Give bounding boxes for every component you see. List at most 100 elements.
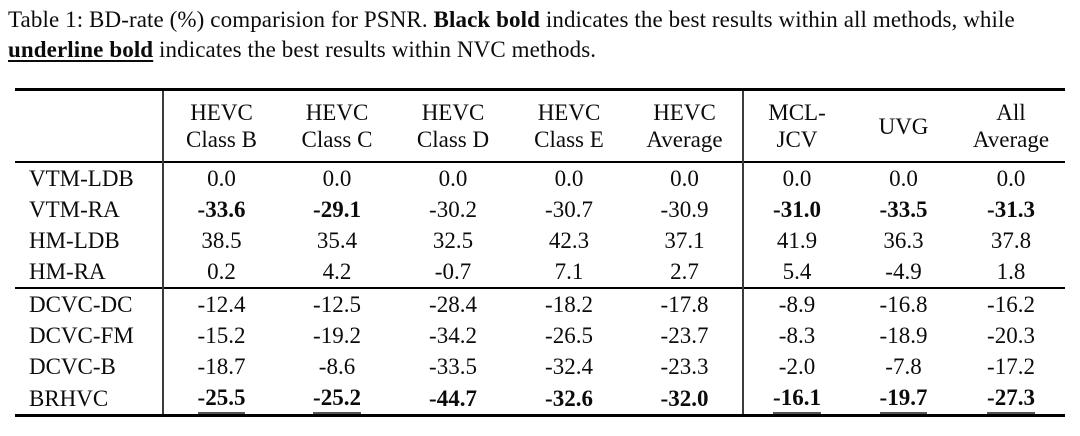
row-label-header: [15, 90, 163, 163]
table-cell: 35.4: [279, 225, 395, 256]
column-header-line: MCL-: [768, 100, 826, 125]
table-cell: -33.5: [395, 351, 511, 382]
table-cell: -31.3: [957, 194, 1065, 225]
cell-value: 41.9: [776, 228, 818, 253]
table-header: HEVC Class B HEVC Class C HEVC Class D H…: [15, 89, 1065, 163]
table-cell: -30.9: [627, 194, 743, 225]
cell-value: -30.9: [660, 197, 709, 222]
cell-value: -27.3: [987, 385, 1035, 414]
cell-value: -33.5: [429, 354, 477, 379]
cell-value: -20.3: [987, 323, 1035, 348]
table-row: HM-LDB 38.5 35.4 32.5 42.3 37.1 41.9 36.3 37.8: [15, 225, 1065, 256]
table-row: VTM-RA -33.6 -29.1 -30.2 -30.7 -30.9 -31.0 -33.…: [15, 194, 1065, 225]
cell-value: -25.2: [313, 385, 361, 414]
table-cell: 37.1: [627, 225, 743, 256]
column-header-line: Class C: [301, 127, 373, 152]
cell-value: -32.4: [545, 354, 593, 379]
cell-value: -23.7: [660, 323, 709, 348]
table-cell: 0.0: [511, 162, 627, 194]
table-cell: -12.4: [162, 287, 279, 320]
table-cell: -30.2: [395, 194, 511, 225]
table-cell: 0.0: [627, 162, 743, 194]
cell-value: 36.3: [883, 228, 924, 253]
table-cell: -25.2: [279, 382, 395, 416]
column-header-line: Class B: [186, 127, 257, 152]
table-cell: -19.7: [850, 382, 957, 416]
cell-value: 5.4: [782, 259, 812, 284]
column-header-line: All: [996, 100, 1026, 125]
table-cell: -18.9: [850, 320, 957, 351]
cell-value: -16.2: [987, 292, 1035, 317]
table-cell: -26.5: [511, 320, 627, 351]
cell-value: -30.2: [429, 197, 477, 222]
row-label: VTM-RA: [29, 197, 120, 222]
column-header-hevc-average: HEVC Average: [627, 90, 743, 163]
table-cell: 0.0: [742, 162, 850, 194]
table-row: DCVC-FM -15.2 -19.2 -34.2 -26.5 -23.7 -8.3 -18.…: [15, 320, 1065, 351]
table-cell: 37.8: [957, 225, 1065, 256]
table-cell: 2.7: [627, 256, 743, 288]
table-cell: -23.3: [627, 351, 743, 382]
cell-value: 42.3: [548, 228, 590, 253]
column-header-uvg: UVG: [850, 90, 957, 163]
table-cell: -4.9: [850, 256, 957, 288]
cell-value: -7.8: [885, 354, 922, 379]
cell-value: 2.7: [670, 259, 699, 284]
cell-value: 0.0: [782, 166, 812, 191]
cell-value: 7.1: [554, 259, 584, 284]
cell-value: -12.5: [313, 292, 361, 317]
table-cell: -16.2: [957, 287, 1065, 320]
table-cell: -0.7: [395, 256, 511, 288]
cell-value: -34.2: [429, 323, 477, 348]
row-label: BRHVC: [29, 385, 109, 411]
cell-value: -28.4: [429, 292, 477, 317]
row-label: HM-LDB: [29, 228, 120, 253]
table-cell: -30.7: [511, 194, 627, 225]
column-header-line: Class E: [534, 127, 604, 152]
table-cell: 1.8: [957, 256, 1065, 288]
cell-value: 0.0: [207, 166, 236, 191]
table-cell: 0.0: [279, 162, 395, 194]
cell-value: -33.5: [879, 197, 928, 222]
table-cell: -8.6: [279, 351, 395, 382]
paper-table-figure: Table 1: BD-rate (%) comparision for PSN…: [0, 5, 1080, 436]
cell-value: 0.0: [996, 166, 1026, 191]
column-header-mcl-jcv: MCL- JCV: [742, 89, 850, 162]
cell-value: -17.2: [987, 354, 1035, 379]
table-cell: 0.0: [850, 162, 957, 194]
table-cell: -34.2: [395, 320, 511, 351]
table-cell: -27.3: [957, 382, 1065, 416]
table-cell: -17.8: [627, 287, 743, 320]
cell-value: 0.0: [322, 166, 352, 191]
cell-value: -26.5: [545, 323, 593, 348]
column-header-hevc-class-c: HEVC Class C: [279, 90, 395, 163]
cell-value: -25.5: [197, 385, 246, 414]
cell-value: 35.4: [316, 228, 358, 253]
caption-segment: underline bold: [8, 37, 154, 62]
column-header-line: Average: [972, 127, 1050, 152]
caption-segment: indicates the best results within all me…: [540, 7, 1015, 32]
cell-value: -30.7: [545, 197, 593, 222]
table-cell: 5.4: [742, 256, 850, 288]
cell-value: -16.8: [879, 292, 928, 317]
table-cell: -33.5: [850, 194, 957, 225]
caption-segment: Black bold: [433, 7, 541, 32]
cell-value: 0.0: [554, 166, 584, 191]
column-header-hevc-class-d: HEVC Class D: [395, 90, 511, 163]
cell-value: -17.8: [660, 292, 709, 317]
column-header-hevc-class-b: HEVC Class B: [162, 89, 279, 162]
table-cell: -15.2: [162, 320, 279, 351]
cell-value: -18.7: [197, 354, 246, 379]
table-cell: 0.0: [395, 162, 511, 194]
table-cell: -8.3: [742, 320, 850, 351]
cell-value: -33.6: [197, 197, 246, 222]
row-label: DCVC-DC: [15, 287, 163, 320]
cell-value: 0.0: [670, 166, 699, 191]
cell-value: -16.1: [773, 385, 821, 414]
bd-rate-table: HEVC Class B HEVC Class C HEVC Class D H…: [15, 88, 1065, 417]
cell-value: -12.4: [197, 292, 246, 317]
cell-value: 0.0: [438, 166, 468, 191]
column-header-all-average: All Average: [957, 90, 1065, 163]
table-cell: -32.0: [627, 382, 743, 416]
cell-value: -0.7: [434, 259, 472, 284]
